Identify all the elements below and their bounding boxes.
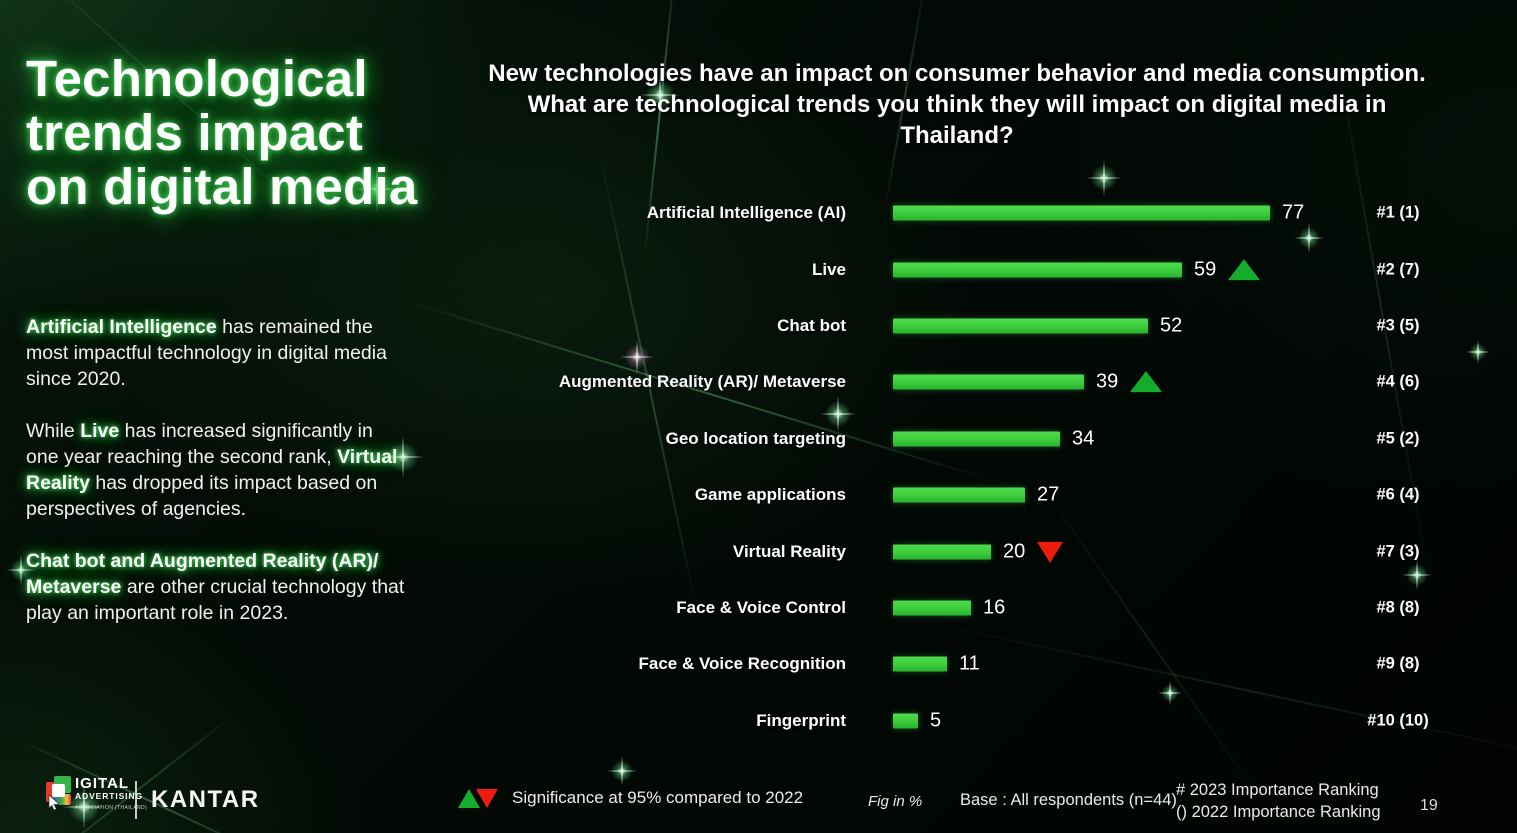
- legend-label: Significance at 95% compared to 2022: [512, 788, 804, 807]
- chart-title: New technologies have an impact on consu…: [488, 59, 1426, 149]
- insight-paragraph: While Live has increased significantly i…: [26, 418, 410, 522]
- category-label: Geo location targeting: [665, 428, 846, 448]
- ranking-note-line2: () 2022 Importance Ranking: [1176, 803, 1381, 821]
- rank-label: #8 (8): [1376, 598, 1420, 617]
- insight-highlight: Live: [80, 420, 120, 442]
- daat-logo-text: IGITAL ADVERTISING ASSOCIATION (THAILAND…: [75, 776, 147, 812]
- insight-text: While: [26, 420, 81, 442]
- chart-row: Face & Voice Control 16 #8 (8): [440, 580, 1517, 636]
- cursor-icon: [48, 795, 60, 810]
- category-label: Virtual Reality: [732, 541, 846, 561]
- insight-text: has remained the most impactful technolo…: [26, 316, 387, 390]
- chart-row: Virtual Reality 20 #7 (3): [440, 523, 1517, 579]
- category-label: Face & Voice Recognition: [638, 654, 846, 674]
- daat-logo-line1: IGITAL: [75, 775, 130, 792]
- bar: [893, 544, 991, 560]
- logo-divider: [135, 781, 137, 819]
- insight-paragraph: Chat bot and Augmented Reality (AR)/ Met…: [26, 548, 410, 626]
- chart-row: Chat bot 52 #3 (5): [440, 298, 1517, 354]
- category-label: Chat bot: [777, 315, 846, 335]
- rank-label: #4 (6): [1376, 372, 1420, 391]
- significance-legend: Significance at 95% compared to 2022: [458, 788, 803, 808]
- insight-paragraph: Artificial Intelligence has remained the…: [26, 314, 410, 392]
- value-label: 77: [1282, 201, 1305, 224]
- significance-down-triangle-icon: [1037, 541, 1063, 563]
- category-label: Augmented Reality (AR)/ Metaverse: [558, 372, 846, 392]
- daat-logo-icon: [46, 776, 72, 810]
- daat-logo-line2: ADVERTISING: [75, 791, 143, 801]
- value-label: 52: [1160, 314, 1183, 337]
- category-label: Live: [811, 259, 846, 279]
- bar: [893, 262, 1182, 278]
- category-label: Game applications: [694, 485, 846, 505]
- rank-label: #10 (10): [1367, 711, 1429, 730]
- daat-logo-line3: ASSOCIATION (THAILAND): [75, 805, 148, 811]
- rank-label: #6 (4): [1376, 485, 1420, 504]
- significance-up-triangle-icon: [1130, 371, 1162, 393]
- rank-label: #1 (1): [1376, 203, 1420, 222]
- insight-text-block: Artificial Intelligence has remained the…: [26, 314, 410, 652]
- value-label: 27: [1037, 483, 1060, 506]
- ranking-note-line1: # 2023 Importance Ranking: [1176, 781, 1379, 799]
- chart-row: Geo location targeting 34 #5 (2): [440, 411, 1517, 467]
- base-note: Base : All respondents (n=44): [960, 791, 1177, 809]
- chart-row: Game applications 27 #6 (4): [440, 467, 1517, 523]
- value-label: 11: [959, 652, 980, 675]
- ranking-note: # 2023 Importance Ranking () 2022 Import…: [1176, 779, 1381, 823]
- insight-text: are other crucial technology that play a…: [26, 576, 405, 624]
- fig-unit-note: Fig in %: [868, 793, 923, 810]
- kantar-logo: KANTAR: [151, 786, 260, 813]
- chart-row: Artificial Intelligence (AI) 77 #1 (1): [440, 185, 1517, 241]
- bar: [893, 487, 1025, 503]
- page-title: Technological trends impact on digital m…: [26, 50, 418, 216]
- value-label: 20: [1003, 540, 1026, 563]
- bar: [893, 656, 947, 672]
- bar: [893, 431, 1060, 447]
- insight-highlight: Virtual Reality: [26, 446, 398, 494]
- rank-label: #7 (3): [1376, 542, 1420, 561]
- chart-row: Fingerprint 5 #10 (10): [440, 693, 1517, 749]
- category-label: Face & Voice Control: [676, 597, 846, 617]
- value-label: 16: [983, 596, 1006, 619]
- rank-label: #2 (7): [1376, 260, 1420, 279]
- bar: [893, 713, 918, 729]
- chart-row: Live 59 #2 (7): [440, 241, 1517, 297]
- chart-row: Face & Voice Recognition 11 #9 (8): [440, 636, 1517, 692]
- significance-up-triangle-icon: [1228, 258, 1260, 280]
- insight-highlight: Chat bot and Augmented Reality (AR)/ Met…: [26, 550, 379, 598]
- bar: [893, 205, 1270, 221]
- chart-row: Augmented Reality (AR)/ Metaverse 39 #4 (6…: [440, 354, 1517, 410]
- value-label: 5: [930, 709, 942, 732]
- daat-logo-white-square: [52, 784, 65, 797]
- bar: [893, 374, 1084, 390]
- bar: [893, 318, 1148, 334]
- daat-logo-rainbow-square: [54, 794, 71, 805]
- daat-logo: IGITAL ADVERTISING ASSOCIATION (THAILAND…: [46, 776, 147, 812]
- rank-label: #9 (8): [1376, 654, 1420, 673]
- legend-up-triangle-icon: [458, 788, 480, 808]
- legend-down-triangle-icon: [476, 788, 498, 808]
- bar: [893, 600, 971, 616]
- sparkle-glint: [607, 756, 637, 786]
- insight-highlight: Artificial Intelligence: [26, 316, 217, 338]
- light-beam: [19, 709, 241, 833]
- insight-text: has increased significantly in one year …: [26, 420, 373, 468]
- insight-text: has dropped its impact based on perspect…: [26, 472, 378, 520]
- bar-chart: Artificial Intelligence (AI) 77 #1 (1) Live…: [440, 185, 1517, 749]
- value-label: 34: [1072, 427, 1095, 450]
- rank-label: #3 (5): [1376, 316, 1420, 335]
- category-label: Artificial Intelligence (AI): [646, 203, 846, 223]
- rank-label: #5 (2): [1376, 429, 1420, 448]
- value-label: 59: [1194, 258, 1217, 281]
- page-number: 19: [1420, 797, 1438, 814]
- value-label: 39: [1096, 370, 1119, 393]
- category-label: Fingerprint: [756, 710, 846, 730]
